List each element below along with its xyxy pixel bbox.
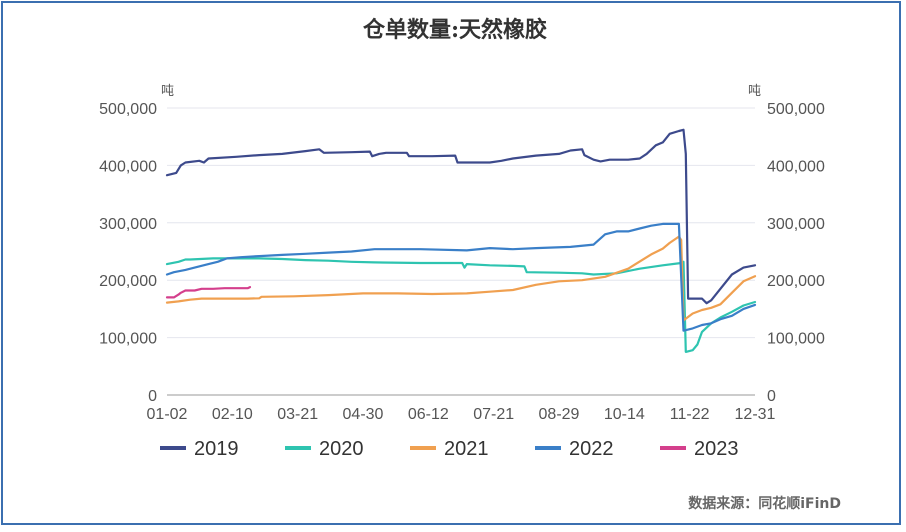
x-tick-label: 02-10 [212,406,253,423]
y-tick-label-left: 400,000 [99,158,157,175]
gridlines [167,107,755,396]
legend-label-2019: 2019 [194,438,239,460]
y-axis-left: 0 100,000 200,000 300,000 400,000 500,000 [99,101,157,405]
y-tick-label-right: 400,000 [767,158,825,175]
series-line-2020 [165,257,757,353]
data-source: 数据来源：同花顺iFinD [688,495,841,512]
y-tick-label-right: 0 [767,388,776,405]
legend-label-2022: 2022 [569,438,614,460]
y-tick-label-left: 100,000 [99,331,157,348]
y-tick-label-right: 300,000 [767,216,825,233]
y-tick-label-right: 500,000 [767,101,825,118]
series-lines [165,128,757,353]
legend-label-2020: 2020 [319,438,364,460]
series-line-2022 [165,222,757,332]
chart-title: 仓单数量:天然橡胶 [362,17,547,43]
x-tick-label: 11-22 [670,406,710,423]
series-line-2023 [165,286,252,299]
x-axis: 01-02 02-10 03-21 04-30 06-12 07-21 08-29 10-14… [147,406,776,423]
x-tick-label: 07-21 [473,406,514,423]
y-tick-label-right: 200,000 [767,273,825,290]
left-unit-label: 吨 [161,83,174,98]
chart-frame: 仓单数量:天然橡胶 吨 吨 0 100,000 200,000 300,000 400,… [1,1,901,525]
x-tick-label: 12-31 [735,406,776,423]
x-tick-label: 04-30 [343,406,384,423]
y-tick-label-left: 300,000 [99,216,157,233]
warehouse-receipt-chart: 仓单数量:天然橡胶 吨 吨 0 100,000 200,000 300,000 400,… [99,17,841,512]
series-line-2021 [165,235,757,322]
x-tick-label: 08-29 [539,406,580,423]
legend-label-2021: 2021 [444,438,489,460]
y-tick-label-left: 500,000 [99,101,157,118]
legend: 2019 2020 2021 2022 2023 [160,438,739,460]
x-tick-label: 06-12 [408,406,449,423]
x-tick-label: 01-02 [147,406,188,423]
y-tick-label-left: 200,000 [99,273,157,290]
y-axis-right: 0 100,000 200,000 300,000 400,000 500,000 [767,101,825,405]
x-tick-label: 03-21 [277,406,318,423]
legend-label-2023: 2023 [694,438,739,460]
y-tick-label-left: 0 [148,388,157,405]
series-line-2019 [165,128,757,305]
y-tick-label-right: 100,000 [767,331,825,348]
right-unit-label: 吨 [748,83,761,98]
x-tick-label: 10-14 [604,406,645,423]
